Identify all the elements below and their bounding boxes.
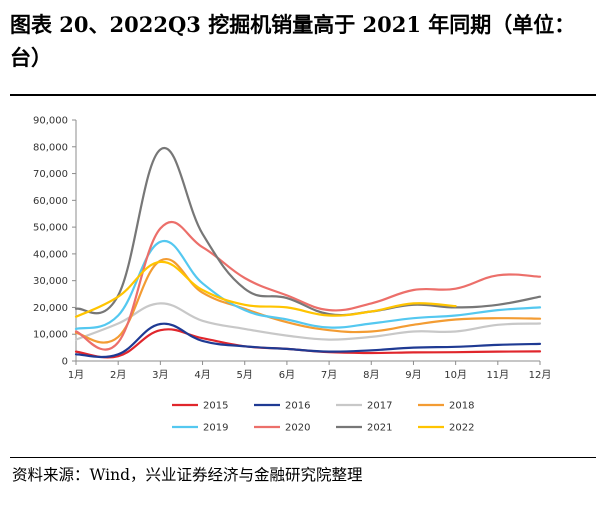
- series-line-2022: [74, 260, 457, 318]
- series-line-2015: [74, 328, 542, 359]
- x-tick-label: 9月: [405, 369, 421, 381]
- y-tick-label: 70,000: [33, 169, 68, 180]
- chart-lines: [74, 146, 542, 359]
- x-tick-label: 8月: [363, 369, 379, 381]
- y-tick-label: 20,000: [33, 303, 68, 314]
- x-tick-label: 3月: [152, 369, 168, 381]
- legend-label-2016: 2016: [285, 401, 310, 412]
- source-rule: [10, 457, 596, 458]
- x-tick-label: 4月: [194, 369, 210, 381]
- series-line-2019: [74, 239, 542, 330]
- source-note: 资料来源：Wind，兴业证券经济与金融研究院整理: [12, 466, 363, 484]
- y-tick-label: 40,000: [33, 249, 68, 260]
- x-tick-label: 2月: [110, 369, 126, 381]
- x-tick-label: 6月: [279, 369, 295, 381]
- y-tick-label: 10,000: [33, 330, 68, 341]
- y-tick-label: 0: [62, 357, 68, 368]
- x-tick-label: 10月: [444, 369, 467, 381]
- y-tick-label: 80,000: [33, 142, 68, 153]
- x-tick-label: 12月: [529, 369, 552, 381]
- legend-label-2022: 2022: [449, 423, 474, 434]
- x-tick-label: 5月: [237, 369, 253, 381]
- figure-title: 图表 20、2022Q3 挖掘机销量高于 2021 年同期（单位：台）: [10, 12, 576, 70]
- series-line-2017: [74, 302, 542, 341]
- legend-label-2017: 2017: [367, 401, 392, 412]
- x-tick-label: 11月: [486, 369, 509, 381]
- title-rule: [10, 94, 596, 96]
- legend-label-2021: 2021: [367, 423, 392, 434]
- legend-label-2019: 2019: [203, 423, 228, 434]
- chart-legend: 2015 2016 2017 2018 2019 2020 2021 2022: [172, 401, 474, 434]
- legend-label-2018: 2018: [449, 401, 474, 412]
- y-tick-label: 30,000: [33, 276, 68, 287]
- x-tick-label: 7月: [321, 369, 337, 381]
- legend-label-2015: 2015: [203, 401, 228, 412]
- legend-label-2020: 2020: [285, 423, 310, 434]
- chart-axes: 0 10,000 20,000 30,000 40,000 50,000 60,000 70,…: [33, 116, 551, 382]
- series-line-2018: [74, 257, 542, 344]
- series-line-2020: [74, 220, 542, 351]
- y-tick-label: 50,000: [33, 223, 68, 234]
- x-tick-label: 1月: [68, 369, 84, 381]
- y-tick-label: 60,000: [33, 196, 68, 207]
- series-line-2021: [74, 146, 542, 317]
- line-chart: 0 10,000 20,000 30,000 40,000 50,000 60,000 70,…: [33, 116, 551, 434]
- series-line-2016: [74, 322, 542, 359]
- y-tick-label: 90,000: [33, 116, 68, 127]
